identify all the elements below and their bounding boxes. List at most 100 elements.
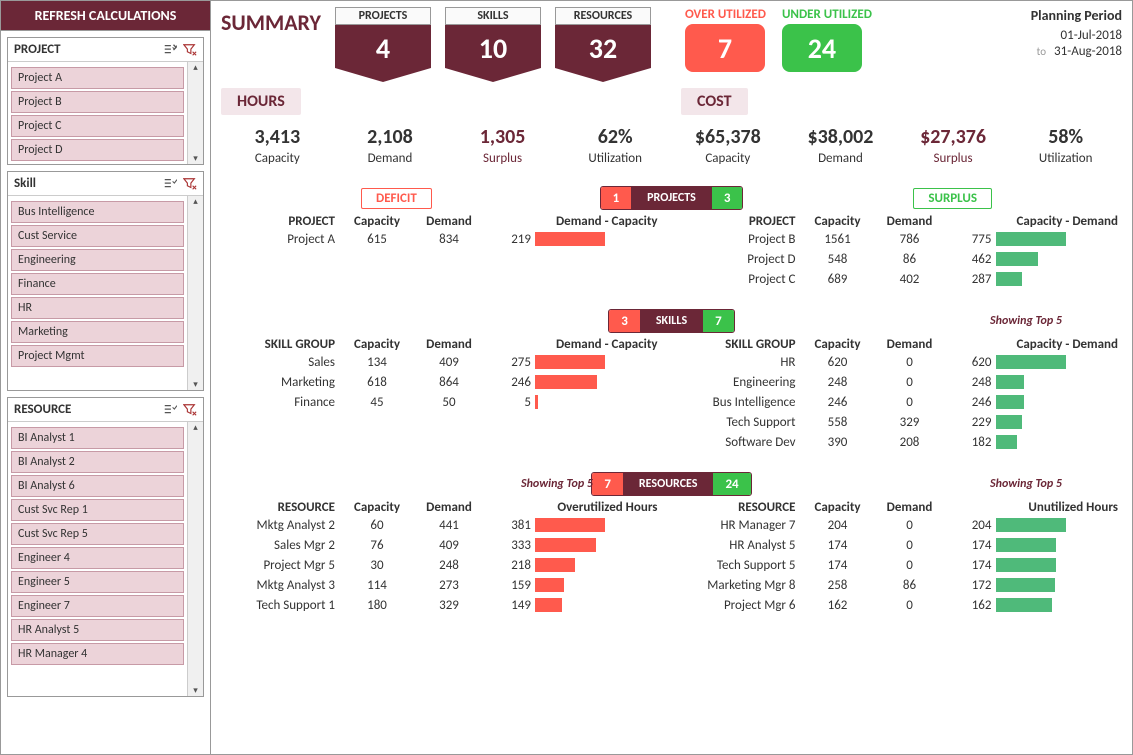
row-name: Project B — [682, 232, 802, 247]
row-name: Engineering — [682, 375, 802, 390]
table-row: Mktg Analyst 260441381 — [221, 515, 662, 535]
clear-filter-icon[interactable] — [183, 43, 197, 57]
clear-filter-icon[interactable] — [183, 177, 197, 191]
scrollbar[interactable]: ▴▾ — [187, 422, 203, 696]
refresh-button[interactable]: REFRESH CALCULATIONS — [1, 1, 210, 31]
row-bar — [996, 232, 1076, 246]
col-diff: Capacity - Demand — [946, 337, 1123, 352]
row-bar — [996, 415, 1076, 429]
scrollbar[interactable]: ▴▾ — [187, 62, 203, 164]
row-demand: 0 — [874, 538, 946, 553]
col-diff: Demand - Capacity — [485, 214, 662, 229]
resources-badge-label: RESOURCES — [623, 473, 714, 495]
row-bar — [996, 538, 1076, 552]
row-name: Marketing Mgr 8 — [682, 578, 802, 593]
projects-badge-deficit-count: 1 — [601, 187, 632, 209]
slicer-item[interactable]: Project C — [11, 115, 184, 137]
table-row: Project Mgr 61620162 — [682, 595, 1123, 615]
table-row: HR Manager 72040204 — [682, 515, 1123, 535]
row-name: Tech Support 1 — [221, 598, 341, 613]
row-demand: 0 — [874, 518, 946, 533]
col-demand: Demand — [874, 214, 946, 229]
row-capacity: 30 — [341, 558, 413, 573]
col-diff: Demand - Capacity — [485, 337, 662, 352]
table-row: Engineering2480248 — [682, 372, 1123, 392]
table-row: Sales134409275 — [221, 352, 662, 372]
clear-filter-icon[interactable] — [183, 403, 197, 417]
row-demand: 86 — [874, 578, 946, 593]
row-diff: 172 — [946, 578, 996, 593]
multiselect-icon[interactable] — [163, 403, 177, 417]
row-diff: 287 — [946, 272, 996, 287]
multiselect-icon[interactable] — [163, 177, 177, 191]
skills-badge-surplus-count: 7 — [703, 310, 734, 332]
slicer-item[interactable]: HR Manager 4 — [11, 643, 184, 665]
slicer-item[interactable]: Cust Svc Rep 1 — [11, 499, 184, 521]
row-capacity: 174 — [802, 558, 874, 573]
row-name: Tech Support — [682, 415, 802, 430]
multiselect-icon[interactable] — [163, 43, 177, 57]
row-bar — [996, 355, 1076, 369]
slicer-item[interactable]: BI Analyst 2 — [11, 451, 184, 473]
period-to-label: to — [1037, 45, 1046, 58]
slicer-item[interactable]: Bus Intelligence — [11, 201, 184, 223]
table-row: HR Analyst 51740174 — [682, 535, 1123, 555]
table-row: Project Mgr 530248218 — [221, 555, 662, 575]
col-capacity: Capacity — [802, 500, 874, 515]
table-row: Bus Intelligence2460246 — [682, 392, 1123, 412]
hours-capacity-value: 3,413 — [221, 125, 334, 149]
period-to: 31-Aug-2018 — [1054, 44, 1122, 59]
row-name: Marketing — [221, 375, 341, 390]
row-diff: 182 — [946, 435, 996, 450]
row-diff: 462 — [946, 252, 996, 267]
slicer-item[interactable]: Project Mgmt — [11, 345, 184, 367]
row-bar — [996, 252, 1076, 266]
over-utilized: OVER UTILIZED 7 — [685, 7, 766, 72]
slicer-item[interactable]: Project A — [11, 67, 184, 89]
slicer-item[interactable]: Engineer 7 — [11, 595, 184, 617]
slicer-item[interactable]: HR Analyst 5 — [11, 619, 184, 641]
row-diff: 174 — [946, 538, 996, 553]
scrollbar[interactable]: ▴▾ — [187, 196, 203, 390]
slicer-item[interactable]: BI Analyst 6 — [11, 475, 184, 497]
col-demand: Demand — [413, 500, 485, 515]
row-name: Project A — [221, 232, 341, 247]
cost-demand-label: Demand — [784, 151, 897, 166]
row-bar — [996, 518, 1076, 532]
slicer-item[interactable]: Engineer 5 — [11, 571, 184, 593]
table-row: Tech Support 51740174 — [682, 555, 1123, 575]
slicer-item[interactable]: Cust Svc Rep 5 — [11, 523, 184, 545]
cost-capacity-value: $65,378 — [672, 125, 785, 149]
slicer-item[interactable]: Project D — [11, 139, 184, 161]
row-diff: 275 — [485, 355, 535, 370]
slicer-item[interactable]: Engineer 4 — [11, 547, 184, 569]
slicer-item[interactable]: Cust Service — [11, 225, 184, 247]
table-row: Marketing Mgr 825886172 — [682, 575, 1123, 595]
slicer-item[interactable]: Engineering — [11, 249, 184, 271]
flag-resources-value: 32 — [555, 25, 651, 68]
over-utilized-value: 7 — [685, 24, 765, 72]
slicer-item[interactable]: Marketing — [11, 321, 184, 343]
row-capacity: 45 — [341, 395, 413, 410]
slicer-skill-title: Skill — [14, 176, 36, 191]
row-bar — [535, 598, 615, 612]
col-demand: Demand — [413, 337, 485, 352]
row-diff: 775 — [946, 232, 996, 247]
slicer-item[interactable]: HR — [11, 297, 184, 319]
projects-badge-surplus-count: 3 — [712, 187, 743, 209]
row-capacity: 390 — [802, 435, 874, 450]
row-demand: 786 — [874, 232, 946, 247]
flag-skills-label: SKILLS — [445, 7, 541, 25]
row-capacity: 620 — [802, 355, 874, 370]
row-demand: 248 — [413, 558, 485, 573]
slicer-item[interactable]: Finance — [11, 273, 184, 295]
showing-top-resources-left: Showing Top 5 — [521, 477, 593, 491]
row-capacity: 76 — [341, 538, 413, 553]
table-row: Sales Mgr 276409333 — [221, 535, 662, 555]
flag-resources-label: RESOURCES — [555, 7, 651, 25]
slicer-item[interactable]: Project B — [11, 91, 184, 113]
flag-projects-label: PROJECTS — [335, 7, 431, 25]
row-diff: 174 — [946, 558, 996, 573]
row-diff: 162 — [946, 598, 996, 613]
slicer-item[interactable]: BI Analyst 1 — [11, 427, 184, 449]
